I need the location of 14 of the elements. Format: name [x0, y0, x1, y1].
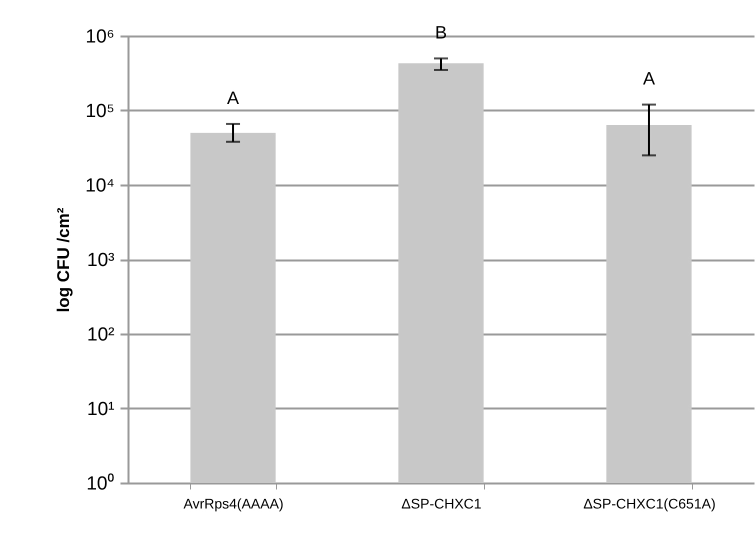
x-tick-label: ΔSP-CHXC1(C651A) — [583, 496, 716, 512]
y-tick-label: 10¹ — [87, 399, 114, 420]
annotation: B — [434, 22, 448, 42]
y-tick-label: 10³ — [87, 250, 114, 271]
y-tick-label: 10⁵ — [85, 101, 114, 122]
y-tick-label: 10² — [87, 324, 114, 346]
y-axis-title: log CFU /cm² — [54, 207, 74, 312]
x-tick-label: AvrRps4(AAAA) — [183, 496, 284, 512]
x-tick-label: ΔSP-CHXC1 — [401, 496, 482, 512]
annotation: A — [227, 88, 240, 108]
annotation: A — [642, 68, 655, 89]
y-tick-label: 10⁰ — [86, 472, 114, 494]
y-tick-label: 10⁶ — [86, 26, 114, 48]
y-tick-label: 10⁴ — [85, 176, 114, 196]
